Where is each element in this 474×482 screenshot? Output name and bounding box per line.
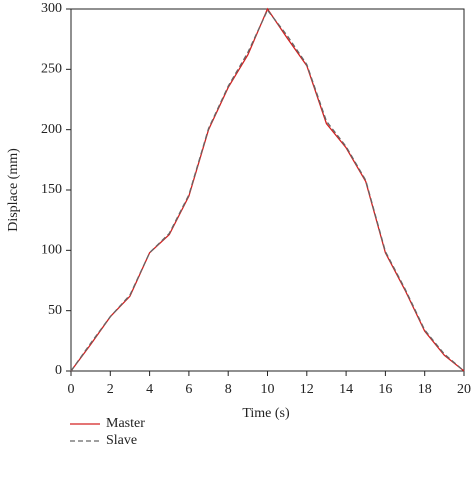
x-tick-label: 0 [68, 382, 75, 397]
x-tick-label: 20 [457, 382, 471, 397]
x-tick-label: 8 [225, 382, 232, 397]
x-tick-label: 6 [185, 382, 192, 397]
plot-frame [70, 8, 465, 372]
y-tick-label: 150 [41, 182, 62, 197]
x-tick-label: 10 [261, 382, 275, 397]
x-tick-label: 18 [418, 382, 432, 397]
y-tick-label: 0 [55, 363, 62, 378]
x-tick-label: 4 [146, 382, 153, 397]
y-tick-label: 100 [41, 243, 62, 258]
x-tick-label: 2 [107, 382, 114, 397]
series-line [70, 7, 465, 372]
legend-label: Master [106, 416, 145, 431]
x-tick-label: 12 [300, 382, 314, 397]
y-tick-label: 50 [48, 303, 62, 318]
x-tick-label: 16 [378, 382, 392, 397]
x-tick-label: 14 [339, 382, 353, 397]
y-tick-label: 250 [41, 62, 62, 77]
legend-label: Slave [106, 433, 137, 448]
y-axis-label: Displace (mm) [6, 148, 21, 232]
y-tick-label: 200 [41, 122, 62, 137]
y-tick-label: 300 [41, 1, 62, 16]
x-axis-label: Time (s) [242, 406, 290, 421]
series-line [70, 8, 465, 372]
